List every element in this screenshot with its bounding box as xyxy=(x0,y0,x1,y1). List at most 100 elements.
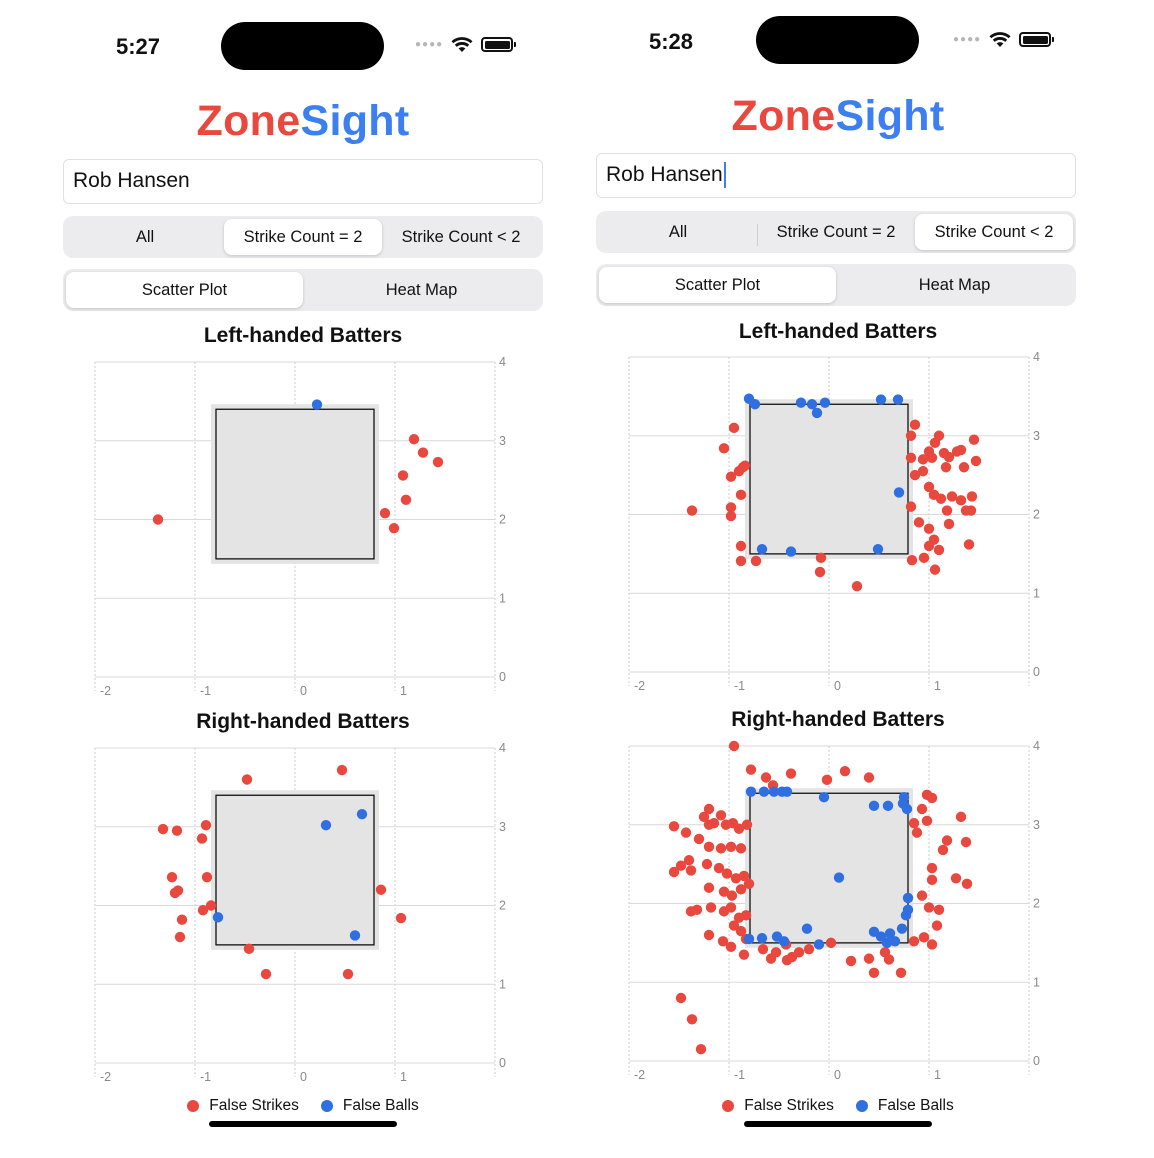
false-strikes-point xyxy=(703,882,715,893)
false-strikes-point xyxy=(961,878,973,890)
false-strikes-point xyxy=(735,843,747,854)
false-strikes-point xyxy=(735,884,747,895)
false-strikes-point xyxy=(675,860,687,871)
false-balls-point xyxy=(212,912,224,923)
legend-false-balls-label: False Balls xyxy=(342,1097,419,1114)
home-indicator[interactable] xyxy=(744,1121,932,1127)
filter-strike-count-lt-2[interactable]: Strike Count < 2 xyxy=(915,214,1073,250)
y-tick-label: 0 xyxy=(1033,1054,1040,1068)
false-strikes-point xyxy=(916,803,928,815)
false-balls-point xyxy=(875,394,887,405)
false-strikes-point xyxy=(336,764,348,776)
x-tick-label: -2 xyxy=(634,679,645,693)
strike-count-filter[interactable]: All Strike Count = 2 Strike Count < 2 xyxy=(63,216,543,258)
view-mode-segment[interactable]: Scatter Plot Heat Map xyxy=(63,269,543,311)
false-strikes-point xyxy=(950,873,962,884)
view-scatter-plot[interactable]: Scatter Plot xyxy=(599,267,836,303)
player-search-input[interactable]: Rob Hansen xyxy=(596,153,1076,198)
false-balls-point xyxy=(813,939,825,950)
chart-legend: False Strikes False Balls xyxy=(63,1097,543,1115)
false-strikes-point xyxy=(941,835,953,846)
false-strikes-point xyxy=(917,465,929,477)
filter-all[interactable]: All xyxy=(135,227,155,246)
false-strikes-point xyxy=(908,817,920,829)
y-tick-label: 2 xyxy=(499,513,506,527)
view-scatter-plot[interactable]: Scatter Plot xyxy=(66,272,303,308)
filter-all[interactable]: All xyxy=(668,222,688,241)
x-tick-label: -1 xyxy=(734,1068,745,1082)
false-strikes-point xyxy=(728,422,740,434)
false-strikes-point xyxy=(200,819,212,831)
false-strikes-point xyxy=(166,871,178,883)
false-strikes-point xyxy=(205,900,217,911)
false-strikes-point xyxy=(933,904,945,915)
x-tick-label: 0 xyxy=(300,684,307,698)
false-strikes-point xyxy=(735,540,747,552)
filter-strike-count-2[interactable]: Strike Count = 2 xyxy=(224,219,382,255)
chart-title-right-handed: Right-handed Batters xyxy=(196,710,410,733)
y-tick-label: 3 xyxy=(499,820,506,834)
false-strikes-point xyxy=(691,904,703,915)
false-strikes-point xyxy=(906,554,918,566)
false-strikes-point xyxy=(923,540,935,552)
false-strikes-point xyxy=(908,936,920,947)
home-indicator[interactable] xyxy=(209,1121,397,1127)
false-strikes-point xyxy=(905,501,917,512)
strike-count-filter[interactable]: All Strike Count = 2 Strike Count < 2 xyxy=(596,211,1076,253)
false-strikes-point xyxy=(408,433,420,445)
false-strikes-point xyxy=(923,481,935,493)
false-balls-point xyxy=(818,791,830,803)
false-strikes-point xyxy=(883,954,895,965)
false-strikes-point xyxy=(905,430,917,441)
false-balls-point xyxy=(893,487,905,498)
false-strikes-point xyxy=(923,523,935,534)
false-strikes-point xyxy=(375,884,387,895)
false-strikes-point xyxy=(926,874,938,886)
view-mode-segment[interactable]: Scatter Plot Heat Map xyxy=(596,264,1076,306)
x-tick-label: -2 xyxy=(100,1070,111,1084)
x-tick-label: -2 xyxy=(634,1068,645,1082)
false-strikes-point xyxy=(738,870,750,882)
false-balls-point xyxy=(349,930,361,941)
false-balls-point xyxy=(896,923,908,934)
legend-false-balls-label: False Balls xyxy=(877,1097,954,1114)
false-strikes-point xyxy=(243,943,255,955)
false-strikes-point xyxy=(821,774,833,786)
false-strikes-point xyxy=(718,886,730,897)
x-tick-label: 1 xyxy=(400,1070,407,1084)
false-strikes-point xyxy=(685,865,697,876)
app-title-zone: Zone xyxy=(196,97,301,145)
filter-strike-count-lt-2[interactable]: Strike Count < 2 xyxy=(401,227,521,246)
false-strikes-point xyxy=(668,866,680,878)
false-strikes-point xyxy=(260,968,272,980)
y-tick-label: 1 xyxy=(499,977,506,991)
status-time: 5:27 xyxy=(116,34,161,59)
false-strikes-point xyxy=(725,902,737,913)
false-strikes-point xyxy=(171,825,183,836)
legend-false-strikes-label: False Strikes xyxy=(744,1097,834,1114)
strike-zone xyxy=(215,408,375,560)
strike-zone xyxy=(215,794,375,946)
view-heat-map[interactable]: Heat Map xyxy=(918,275,991,294)
false-strikes-point xyxy=(432,456,444,468)
false-strikes-point xyxy=(937,844,949,856)
false-balls-point xyxy=(320,819,332,831)
false-strikes-point xyxy=(909,419,921,430)
false-strikes-point xyxy=(735,489,747,501)
cellular-dots-icon: ●●●● xyxy=(953,33,982,45)
false-balls-point xyxy=(881,937,893,949)
y-tick-label: 3 xyxy=(1033,818,1040,832)
false-strikes-point xyxy=(765,953,777,964)
player-search-input[interactable]: Rob Hansen xyxy=(63,159,543,204)
filter-strike-count-2[interactable]: Strike Count = 2 xyxy=(757,214,915,250)
false-balls-point xyxy=(781,786,793,797)
y-tick-label: 2 xyxy=(1033,897,1040,911)
false-strikes-point xyxy=(342,968,354,980)
scatter-plot-right-handed: -2 -1 0 1 0 1 2 3 4 xyxy=(94,741,506,1084)
app-title: ZoneSight xyxy=(63,97,543,146)
y-tick-label: 2 xyxy=(499,899,506,913)
view-heat-map[interactable]: Heat Map xyxy=(385,280,458,299)
false-strikes-point xyxy=(176,914,188,925)
chart-title-left-handed: Left-handed Batters xyxy=(738,320,938,343)
false-strikes-point xyxy=(963,539,975,550)
